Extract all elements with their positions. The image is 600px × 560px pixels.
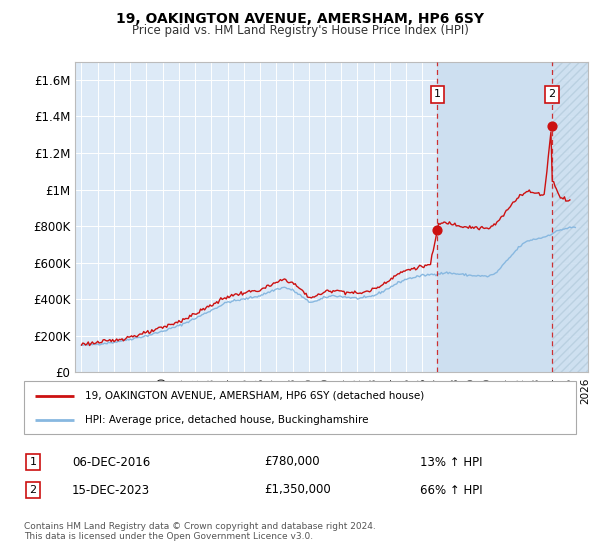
Text: Contains HM Land Registry data © Crown copyright and database right 2024.
This d: Contains HM Land Registry data © Crown c… bbox=[24, 522, 376, 542]
Text: Price paid vs. HM Land Registry's House Price Index (HPI): Price paid vs. HM Land Registry's House … bbox=[131, 24, 469, 36]
Text: 19, OAKINGTON AVENUE, AMERSHAM, HP6 6SY: 19, OAKINGTON AVENUE, AMERSHAM, HP6 6SY bbox=[116, 12, 484, 26]
Text: 1: 1 bbox=[29, 457, 37, 467]
Text: £780,000: £780,000 bbox=[264, 455, 320, 469]
Point bbox=[433, 225, 442, 234]
Text: £1,350,000: £1,350,000 bbox=[264, 483, 331, 497]
Bar bbox=[437, 62, 551, 372]
Text: 15-DEC-2023: 15-DEC-2023 bbox=[72, 483, 150, 497]
Text: 06-DEC-2016: 06-DEC-2016 bbox=[72, 455, 150, 469]
Text: 2: 2 bbox=[29, 485, 37, 495]
Text: 19, OAKINGTON AVENUE, AMERSHAM, HP6 6SY (detached house): 19, OAKINGTON AVENUE, AMERSHAM, HP6 6SY … bbox=[85, 391, 424, 401]
Text: 13% ↑ HPI: 13% ↑ HPI bbox=[420, 455, 482, 469]
Text: 2: 2 bbox=[548, 89, 555, 99]
Bar bbox=[551, 62, 588, 372]
Point bbox=[547, 121, 556, 130]
Text: HPI: Average price, detached house, Buckinghamshire: HPI: Average price, detached house, Buck… bbox=[85, 415, 368, 425]
Text: 1: 1 bbox=[434, 89, 441, 99]
FancyBboxPatch shape bbox=[24, 381, 576, 434]
Text: 66% ↑ HPI: 66% ↑ HPI bbox=[420, 483, 482, 497]
